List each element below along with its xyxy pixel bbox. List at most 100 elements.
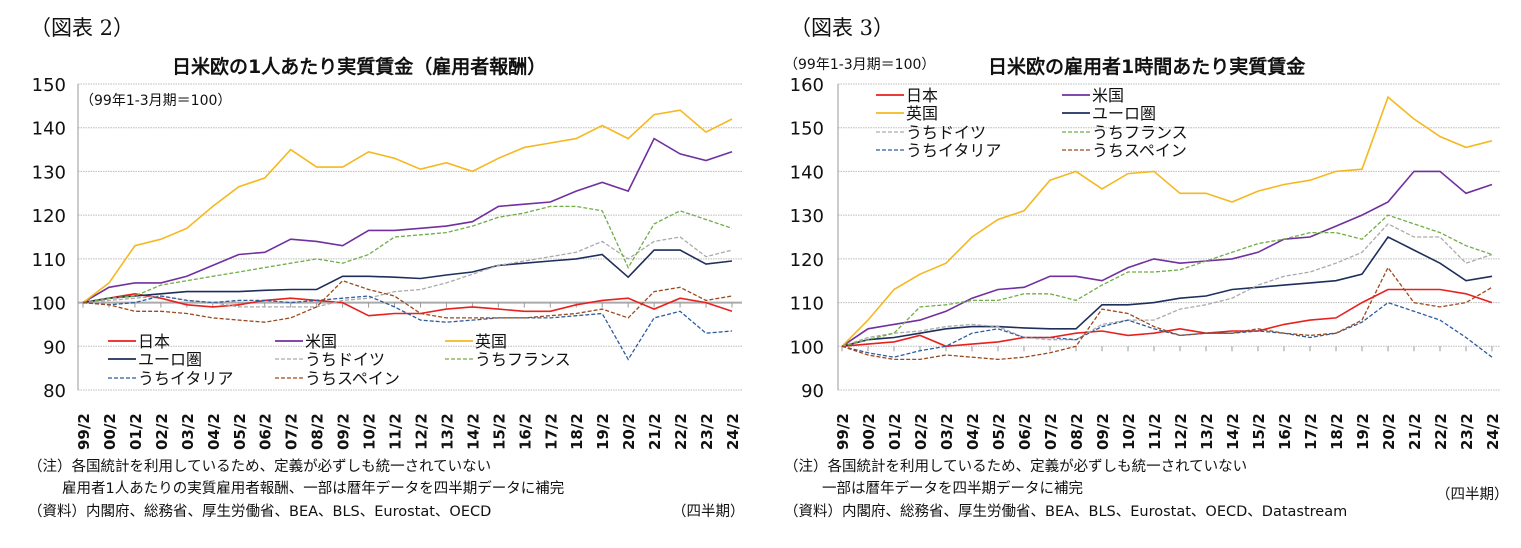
legend-label: 米国 <box>305 332 337 351</box>
legend-label: うちドイツ <box>906 123 986 142</box>
legend-item: うちイタリア <box>876 141 1001 160</box>
x-tick-label: 19/2 <box>1354 413 1372 450</box>
x-tick-label: 15/2 <box>490 413 508 450</box>
x-tick-label: 23/2 <box>698 413 716 450</box>
x-tick-label: 21/2 <box>646 413 664 450</box>
legend-label: ユーロ圏 <box>1092 104 1156 123</box>
series-line-6 <box>82 295 733 361</box>
y-tick-label: 110 <box>790 294 824 315</box>
legend-label: うちイタリア <box>906 141 1001 160</box>
period-label-3: （四半期） <box>1436 487 1509 503</box>
legend-label: 英国 <box>906 104 938 123</box>
x-tick-label: 07/2 <box>1042 413 1060 450</box>
y-tick-label: 100 <box>32 294 66 315</box>
legend-label: 日本 <box>138 332 170 351</box>
y-tick-label: 110 <box>32 250 66 271</box>
x-tick-label: 13/2 <box>438 413 456 450</box>
series-line-4 <box>841 223 1493 347</box>
x-tick-label: 02/2 <box>912 413 930 450</box>
legend-item: うちスペイン <box>1062 141 1187 160</box>
legend-item: 英国 <box>445 332 507 351</box>
series-line-3 <box>841 235 1493 348</box>
chart-title-2: 日米欧の1人あたり実質賃金（雇用者報酬） <box>172 56 547 78</box>
x-tick-label: 00/2 <box>860 413 878 450</box>
figure-label-3: （図表 3） <box>790 16 895 40</box>
x-tick-label: 18/2 <box>568 413 586 450</box>
x-tick-label: 08/2 <box>309 413 327 450</box>
legend-label: うちスペイン <box>1092 141 1187 160</box>
legend-label: うちフランス <box>475 350 571 369</box>
x-tick-label: 08/2 <box>1068 413 1086 450</box>
x-tick-label: 05/2 <box>990 413 1008 450</box>
x-tick-label: 12/2 <box>1172 413 1190 450</box>
x-tick-label: 09/2 <box>335 413 353 450</box>
x-tick-label: 24/2 <box>724 413 742 450</box>
y-tick-label: 140 <box>32 119 66 140</box>
legend-item: ユーロ圏 <box>1062 104 1156 123</box>
x-tick-label: 09/2 <box>1094 413 1112 450</box>
y-tick-label: 160 <box>790 75 824 96</box>
series-line-2 <box>82 109 733 304</box>
y-tick-label: 80 <box>43 381 66 402</box>
x-tick-label: 19/2 <box>594 413 612 450</box>
legend-item: うちイタリア <box>108 369 233 388</box>
x-tick-label: 03/2 <box>179 413 197 450</box>
source-2: （資料）内閣府、総務省、厚生労働省、BEA、BLS、Eurostat、OECD <box>28 504 492 520</box>
legend-label: 日本 <box>906 86 938 105</box>
x-tick-label: 10/2 <box>1120 413 1138 450</box>
note-3-line2: 一部は暦年データを四半期データに補完 <box>822 481 1083 497</box>
series-line-1 <box>82 137 733 304</box>
legend-label: うちスペイン <box>305 369 400 388</box>
x-tick-label: 14/2 <box>464 413 482 450</box>
series-line-0 <box>841 288 1493 348</box>
legend-label: 米国 <box>1092 86 1124 105</box>
series-line-3 <box>82 249 733 304</box>
chart-title-3: 日米欧の雇用者1時間あたり実質賃金 <box>988 56 1306 78</box>
legend-label: うちフランス <box>1092 123 1188 142</box>
y-tick-label: 150 <box>32 75 66 96</box>
x-tick-label: 21/2 <box>1406 413 1424 450</box>
x-tick-label: 04/2 <box>964 413 982 450</box>
x-tick-label: 99/2 <box>75 413 93 450</box>
y-tick-label: 130 <box>32 162 66 183</box>
y-tick-label: 150 <box>790 119 824 140</box>
x-tick-label: 10/2 <box>361 413 379 450</box>
legend-item: 米国 <box>275 332 337 351</box>
series-line-7 <box>82 279 733 323</box>
note-2-line2: 雇用者1人あたりの実質雇用者報酬、一部は暦年データを四半期データに補完 <box>62 481 565 497</box>
legend-item: 英国 <box>876 104 938 123</box>
x-tick-label: 04/2 <box>205 413 223 450</box>
y-tick-label: 90 <box>43 337 66 358</box>
x-tick-label: 00/2 <box>101 413 119 450</box>
series-line-5 <box>841 214 1493 347</box>
x-tick-label: 06/2 <box>1016 413 1034 450</box>
legend-label: ユーロ圏 <box>138 350 202 369</box>
note-2-line1: （注）各国統計を利用しているため、定義が必ずしも統一されていない <box>28 459 492 475</box>
x-tick-label: 18/2 <box>1328 413 1346 450</box>
legend-item: うちフランス <box>1062 123 1188 142</box>
x-tick-label: 22/2 <box>1432 413 1450 450</box>
legend-item: 日本 <box>108 332 170 351</box>
x-tick-label: 16/2 <box>1276 413 1294 450</box>
y-tick-label: 140 <box>790 162 824 183</box>
x-tick-label: 02/2 <box>153 413 171 450</box>
x-tick-label: 01/2 <box>127 413 145 450</box>
figure-label-2: （図表 2） <box>30 16 135 40</box>
period-label-2: （四半期） <box>672 504 745 520</box>
legend-item: うちドイツ <box>876 123 986 142</box>
x-tick-label: 03/2 <box>938 413 956 450</box>
y-tick-label: 130 <box>790 206 824 227</box>
x-tick-label: 13/2 <box>1198 413 1216 450</box>
legend-item: うちスペイン <box>275 369 400 388</box>
legend-item: うちフランス <box>445 350 571 369</box>
legend-label: うちイタリア <box>138 369 233 388</box>
series-line-2 <box>841 95 1493 347</box>
x-tick-label: 20/2 <box>1380 413 1398 450</box>
y-tick-label: 100 <box>790 337 824 358</box>
x-tick-label: 06/2 <box>257 413 275 450</box>
x-tick-label: 22/2 <box>672 413 690 450</box>
x-tick-label: 24/2 <box>1484 413 1502 450</box>
x-tick-label: 14/2 <box>1224 413 1242 450</box>
